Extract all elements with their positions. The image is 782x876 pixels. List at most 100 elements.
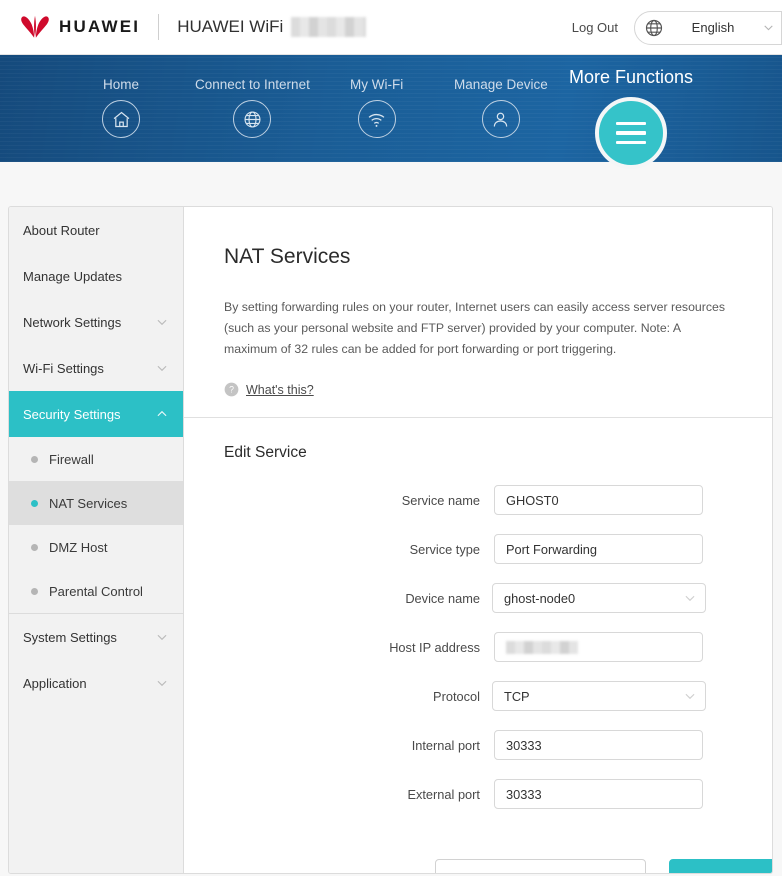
chevron-down-icon xyxy=(155,630,169,644)
content-header-block: NAT Services By setting forwarding rules… xyxy=(184,207,772,397)
protocol-select[interactable]: TCP xyxy=(492,681,706,712)
chevron-up-icon xyxy=(155,407,169,421)
chevron-down-icon xyxy=(155,676,169,690)
form-row-internal-port: Internal port 30333 xyxy=(184,725,772,765)
chevron-down-icon xyxy=(683,689,697,703)
nav-label: My Wi-Fi xyxy=(350,77,404,92)
bullet-icon xyxy=(31,543,38,551)
chevron-down-icon xyxy=(762,21,775,34)
field-value: 30333 xyxy=(506,737,542,753)
nav-item-home[interactable]: Home xyxy=(102,77,140,138)
menu-bar-1 xyxy=(616,121,646,126)
form-row-device-name: Device name ghost-node0 xyxy=(184,578,772,618)
globe-icon xyxy=(644,18,664,38)
field-label: Host IP address xyxy=(389,639,480,655)
huawei-logo-icon xyxy=(18,14,52,40)
nav-label: Connect to Internet xyxy=(195,77,310,92)
page-title: NAT Services xyxy=(224,245,351,268)
field-label: External port xyxy=(407,786,480,802)
whats-this-link[interactable]: ? What's this? xyxy=(224,382,772,397)
sidebar-item-label: Network Settings xyxy=(23,314,122,330)
chevron-down-icon xyxy=(155,361,169,375)
field-label: Service type xyxy=(409,541,480,557)
svg-text:?: ? xyxy=(229,385,234,395)
menu-bar-2 xyxy=(616,131,646,135)
nav-item-more-functions[interactable]: More Functions xyxy=(568,67,694,169)
field-label: Device name xyxy=(405,590,480,606)
user-icon xyxy=(481,100,520,138)
form-row-host-ip-address: Host IP address xyxy=(184,627,772,667)
cancel-button[interactable]: Cancel xyxy=(435,859,646,873)
field-value: 30333 xyxy=(506,786,542,802)
nav-label: More Functions xyxy=(568,67,694,87)
field-value: ghost-node0 xyxy=(504,590,576,606)
edit-service-form: Service name GHOST0 Service type Port Fo… xyxy=(184,480,772,873)
wifi-icon xyxy=(357,100,396,138)
field-value: Port Forwarding xyxy=(506,541,598,557)
form-row-service-type: Service type Port Forwarding xyxy=(184,529,772,569)
host-ip-address-input[interactable] xyxy=(494,632,703,663)
question-mark-icon: ? xyxy=(224,382,239,397)
sidebar-item-label: Wi-Fi Settings xyxy=(23,360,104,376)
nav-item-connect-to-internet[interactable]: Connect to Internet xyxy=(195,77,310,138)
main-content: NAT Services By setting forwarding rules… xyxy=(184,207,772,873)
sidebar-item-label: Security Settings xyxy=(23,406,121,422)
form-actions: Cancel Save xyxy=(184,859,772,873)
nav-item-my-wifi[interactable]: My Wi-Fi xyxy=(350,77,403,138)
bullet-icon xyxy=(31,499,38,507)
service-type-input[interactable]: Port Forwarding xyxy=(494,534,703,565)
section-title: Edit Service xyxy=(224,444,307,462)
service-name-input[interactable]: GHOST0 xyxy=(494,485,703,516)
form-row-protocol: Protocol TCP xyxy=(184,676,772,716)
hamburger-menu-icon xyxy=(595,97,667,169)
sidebar-item-security-settings[interactable]: Security Settings xyxy=(9,391,183,437)
sidebar-divider xyxy=(9,613,183,614)
bullet-icon xyxy=(31,587,38,595)
menu-bar-3 xyxy=(616,140,646,145)
save-button[interactable]: Save xyxy=(669,859,772,873)
sidebar-subitem-firewall[interactable]: Firewall xyxy=(9,437,183,481)
sidebar-item-manage-updates[interactable]: Manage Updates xyxy=(9,253,183,299)
field-label: Service name xyxy=(401,492,480,508)
top-header: HUAWEI HUAWEI WiFi Log Out English xyxy=(0,0,782,55)
nav-items: Home Connect to Internet My Wi-Fi xyxy=(0,55,782,169)
whats-this-label: What's this? xyxy=(246,382,314,397)
sidebar-item-network-settings[interactable]: Network Settings xyxy=(9,299,183,345)
host-ip-redacted-value xyxy=(506,640,578,654)
logout-button[interactable]: Log Out xyxy=(571,20,618,35)
page-body: About Router Manage Updates Network Sett… xyxy=(0,162,782,876)
sidebar-subitem-parental-control[interactable]: Parental Control xyxy=(9,569,183,613)
brand-block: HUAWEI HUAWEI WiFi xyxy=(0,14,367,40)
huawei-wordmark: HUAWEI xyxy=(59,17,141,36)
language-selector[interactable]: English xyxy=(634,10,782,45)
field-value: TCP xyxy=(504,688,530,704)
sidebar-subitem-dmz-host[interactable]: DMZ Host xyxy=(9,525,183,569)
device-ssid-redacted xyxy=(291,17,367,37)
device-name-select[interactable]: ghost-node0 xyxy=(492,583,706,614)
sidebar-item-wifi-settings[interactable]: Wi-Fi Settings xyxy=(9,345,183,391)
sidebar-item-label: About Router xyxy=(23,222,100,238)
sidebar-item-application[interactable]: Application xyxy=(9,660,183,706)
sidebar-item-label: Application xyxy=(23,675,87,691)
page-description: By setting forwarding rules on your rout… xyxy=(224,300,725,357)
device-title: HUAWEI WiFi xyxy=(177,17,367,37)
content-card: About Router Manage Updates Network Sett… xyxy=(8,206,773,874)
nav-item-manage-device[interactable]: Manage Device xyxy=(454,77,548,138)
sidebar-subitem-nat-services[interactable]: NAT Services xyxy=(9,481,183,525)
section-divider xyxy=(184,417,772,419)
main-navigation: Home Connect to Internet My Wi-Fi xyxy=(0,55,782,169)
sidebar-subitem-label: DMZ Host xyxy=(49,539,108,555)
header-actions: Log Out English xyxy=(572,0,782,55)
sidebar-item-label: Manage Updates xyxy=(23,268,123,284)
field-label: Internal port xyxy=(411,737,480,753)
form-row-external-port: External port 30333 xyxy=(184,774,772,814)
sidebar-item-about-router[interactable]: About Router xyxy=(9,207,183,253)
sidebar-item-label: System Settings xyxy=(23,629,117,645)
field-label: Protocol xyxy=(433,688,480,704)
internal-port-input[interactable]: 30333 xyxy=(494,730,703,761)
external-port-input[interactable]: 30333 xyxy=(494,779,703,810)
header-divider xyxy=(158,14,160,40)
home-icon xyxy=(102,100,140,138)
sidebar-subitem-label: Parental Control xyxy=(49,583,143,599)
sidebar-item-system-settings[interactable]: System Settings xyxy=(9,614,183,660)
